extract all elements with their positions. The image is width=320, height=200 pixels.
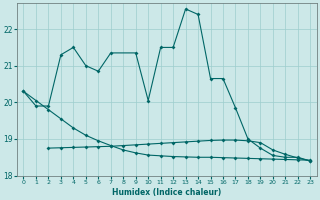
X-axis label: Humidex (Indice chaleur): Humidex (Indice chaleur) <box>112 188 221 197</box>
